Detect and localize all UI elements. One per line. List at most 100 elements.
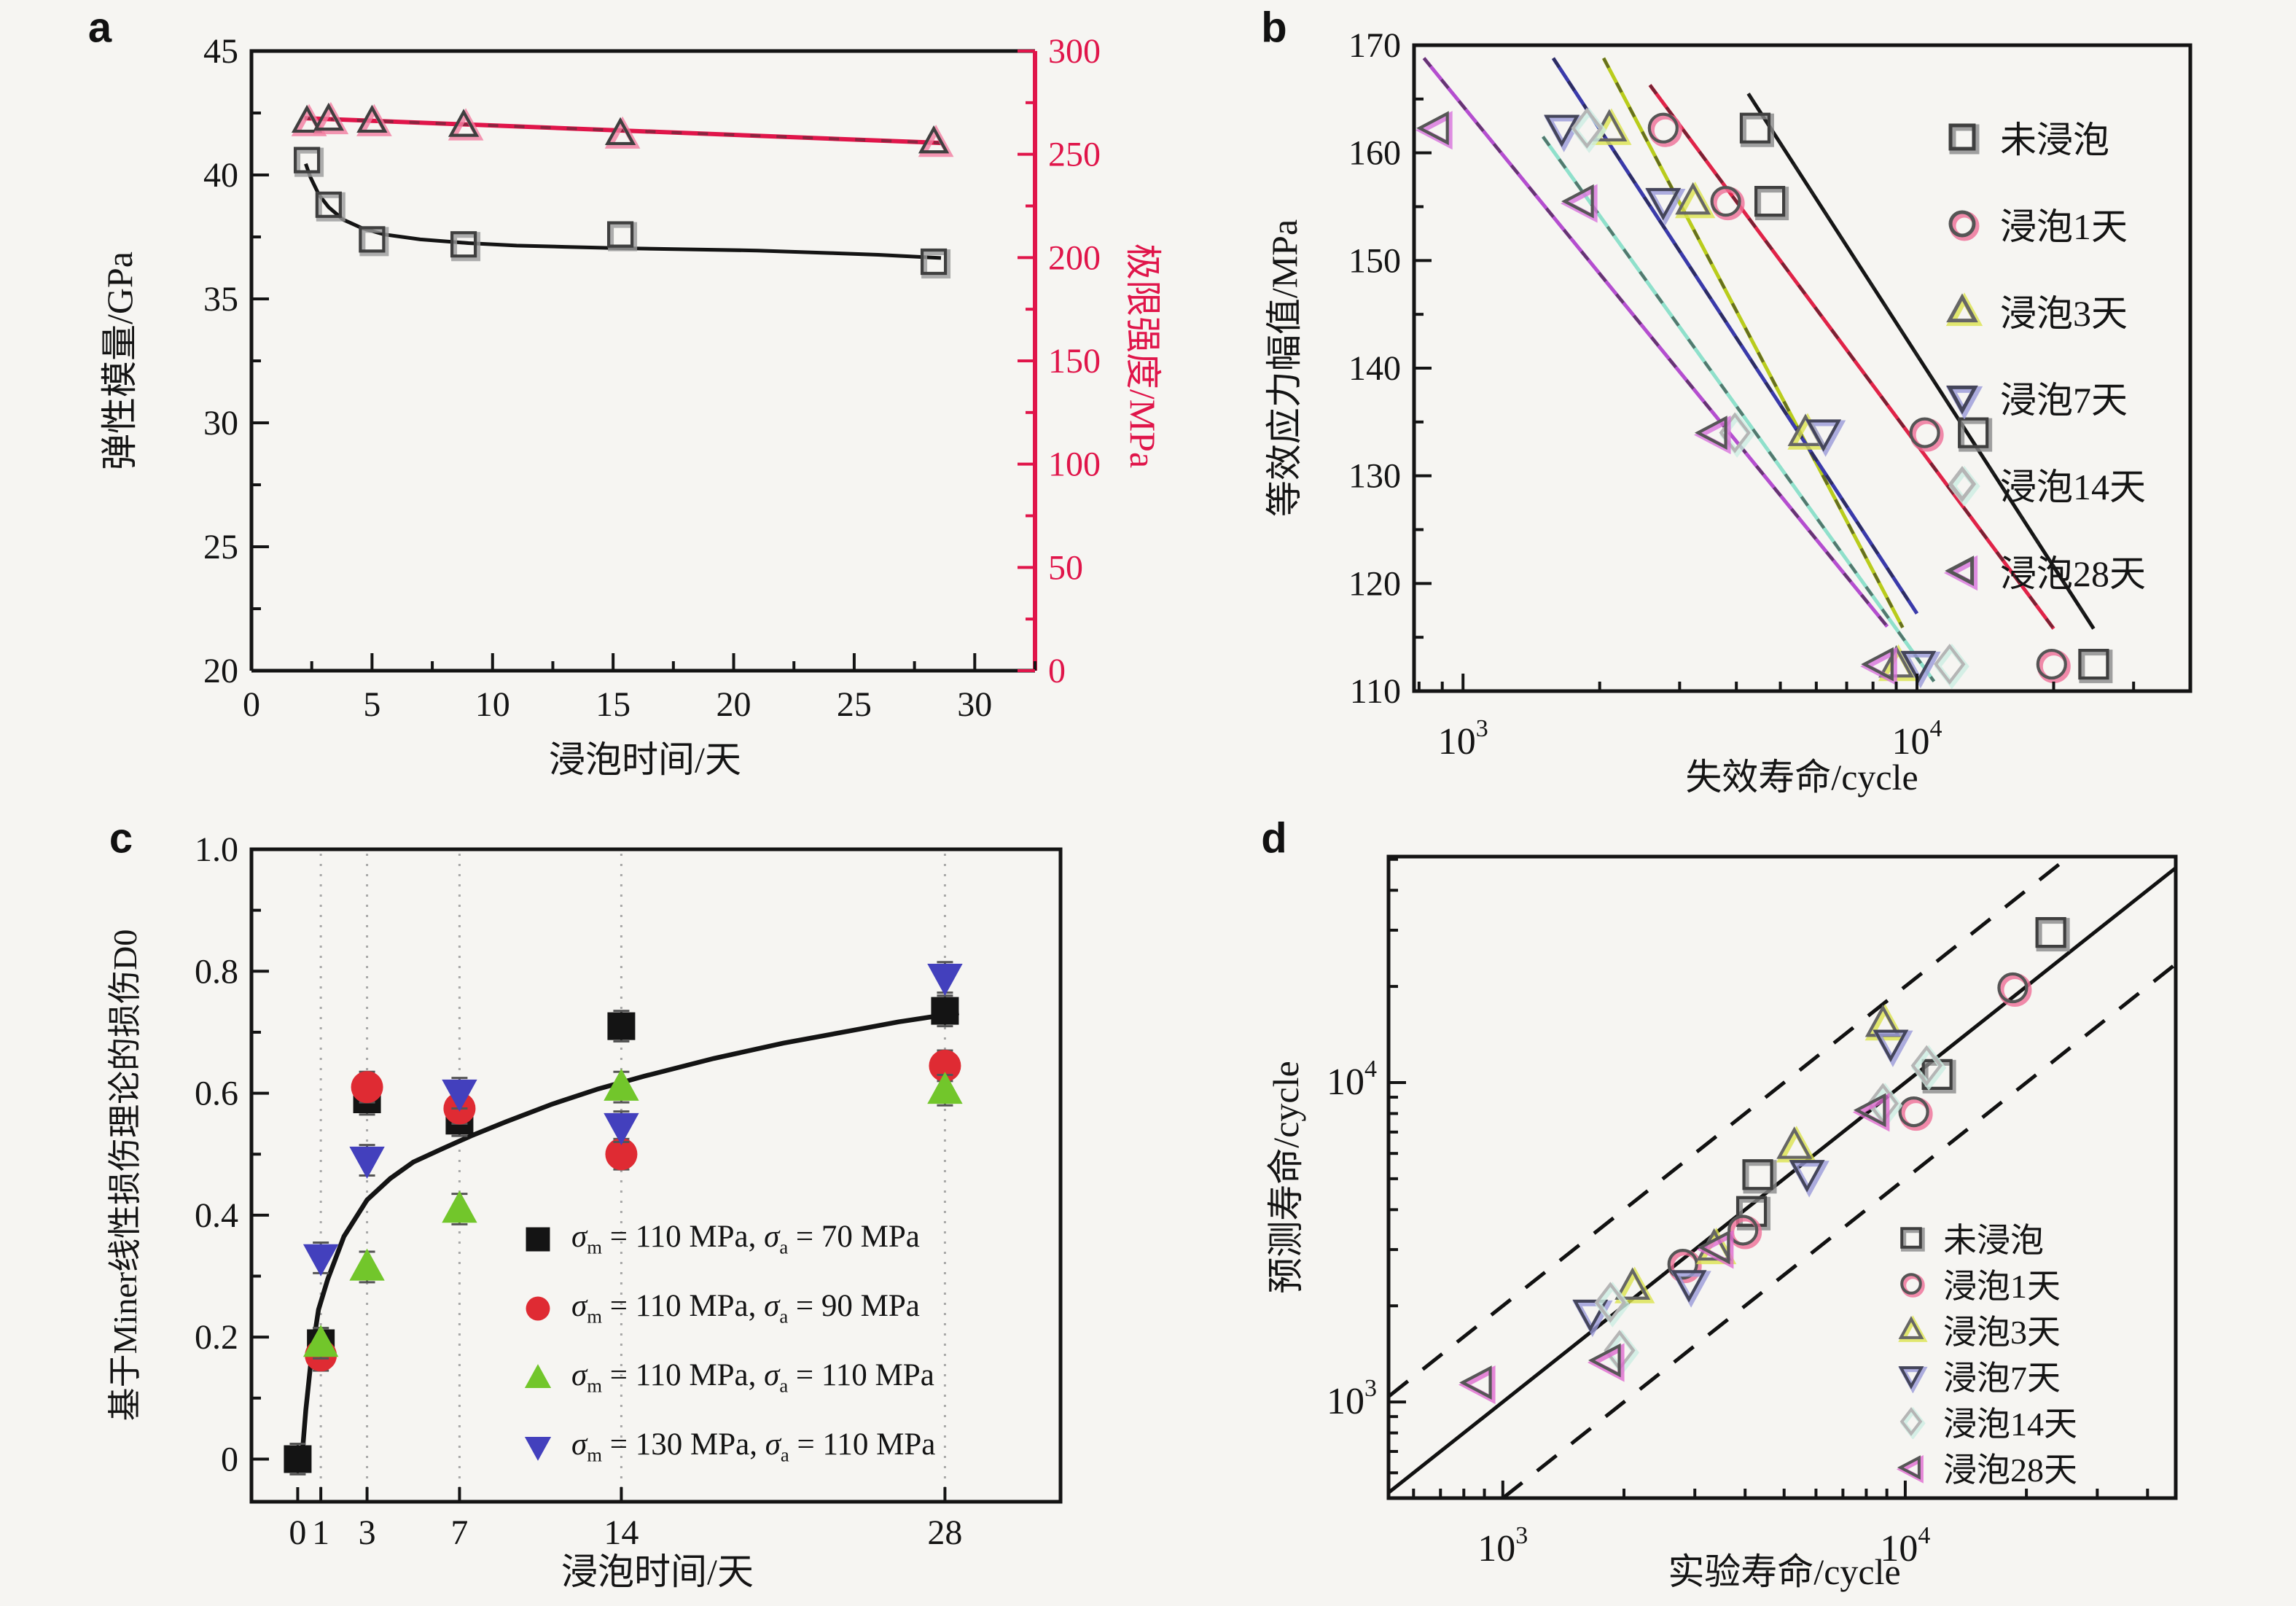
marker-triangle-left bbox=[1458, 1365, 1496, 1405]
marker-square bbox=[1742, 1159, 1777, 1194]
svg-text:103: 103 bbox=[1327, 1375, 1377, 1422]
marker-triangle-up bbox=[604, 1068, 639, 1101]
marker-square bbox=[1958, 417, 1993, 452]
marker-triangle-down bbox=[604, 1112, 639, 1145]
marker-triangle-up bbox=[291, 104, 327, 136]
panel-d-legend: 未浸泡 浸泡1天 浸泡3天 浸泡7天 浸泡14天 浸泡28天 bbox=[1894, 1215, 2077, 1490]
marker-square bbox=[606, 221, 638, 252]
legend-label: 浸泡3天 bbox=[2000, 292, 2128, 334]
marker-triangle-down bbox=[1645, 187, 1686, 226]
svg-text:110: 110 bbox=[1350, 672, 1401, 711]
svg-text:1: 1 bbox=[312, 1513, 329, 1552]
legend-item: σm = 110 MPa, σa = 110 MPa bbox=[519, 1343, 935, 1412]
svg-text:300: 300 bbox=[1048, 32, 1101, 71]
marker-triangle-up bbox=[302, 1325, 339, 1357]
marker-square bbox=[284, 1445, 312, 1473]
svg-text:7: 7 bbox=[450, 1513, 468, 1552]
marker-triangle-down bbox=[442, 1079, 477, 1112]
panel-c-xlabel: 浸泡时间/天 bbox=[561, 1551, 754, 1592]
panel-b-letter: b bbox=[1261, 4, 1287, 52]
panel-d-ylabel: 预测寿命/cycle bbox=[1265, 1061, 1306, 1294]
svg-text:45: 45 bbox=[203, 32, 238, 71]
svg-text:5: 5 bbox=[363, 685, 380, 724]
marker-circle bbox=[929, 1049, 961, 1082]
svg-text:103: 103 bbox=[1477, 1522, 1528, 1570]
legend-label: σm = 110 MPa, σa = 110 MPa bbox=[571, 1358, 934, 1397]
marker-circle bbox=[605, 1138, 638, 1171]
legend-item: 浸泡1天 bbox=[1894, 1260, 2077, 1306]
legend-marker-circle bbox=[1900, 1272, 1925, 1298]
svg-text:35: 35 bbox=[203, 280, 238, 319]
legend-label: 浸泡28天 bbox=[1943, 1451, 2077, 1489]
svg-text:250: 250 bbox=[1048, 136, 1101, 174]
panel-b-plot: 110 120 130 140 150 160 170 103 104 bbox=[1348, 26, 2192, 763]
svg-text:14: 14 bbox=[604, 1513, 639, 1552]
legend-label: 浸泡14天 bbox=[1943, 1405, 2077, 1443]
svg-text:104: 104 bbox=[1892, 715, 1942, 763]
marker-circle bbox=[1909, 417, 1944, 452]
marker-square bbox=[2035, 917, 2070, 952]
svg-text:20: 20 bbox=[203, 652, 238, 690]
marker-square bbox=[920, 248, 951, 278]
svg-text:25: 25 bbox=[203, 528, 238, 566]
legend-label: 浸泡3天 bbox=[1943, 1313, 2061, 1351]
marker-triangle-up bbox=[448, 108, 484, 141]
marker-square bbox=[1754, 186, 1789, 221]
legend-marker-triangle-left bbox=[1943, 555, 1978, 590]
legend-marker-square bbox=[526, 1227, 550, 1251]
svg-text:50: 50 bbox=[1048, 548, 1083, 587]
panel-d-xlabel: 实验寿命/cycle bbox=[1668, 1551, 1901, 1592]
marker-square bbox=[931, 997, 959, 1025]
legend-marker-diamond bbox=[1948, 465, 1980, 506]
panel-d-letter: d bbox=[1261, 814, 1287, 862]
panel-b-ylabel: 等效应力幅值/MPa bbox=[1264, 219, 1305, 518]
legend-marker-triangle-up bbox=[1945, 292, 1983, 326]
marker-square bbox=[450, 231, 481, 262]
legend-item: 未浸泡 bbox=[1940, 93, 2146, 180]
marker-square bbox=[1739, 112, 1774, 147]
marker-triangle-down bbox=[1900, 650, 1941, 689]
marker-circle bbox=[1727, 1215, 1762, 1250]
svg-text:0.4: 0.4 bbox=[195, 1196, 238, 1235]
marker-diamond bbox=[1594, 1282, 1631, 1328]
legend-label: 浸泡14天 bbox=[2000, 466, 2146, 507]
legend-label: σm = 110 MPa, σa = 70 MPa bbox=[571, 1220, 920, 1258]
marker-triangle-left bbox=[1560, 184, 1598, 223]
marker-circle bbox=[1647, 112, 1682, 147]
marker-triangle-up bbox=[442, 1190, 477, 1223]
marker-triangle-left bbox=[1860, 647, 1897, 686]
svg-text:0.8: 0.8 bbox=[195, 952, 238, 991]
svg-text:160: 160 bbox=[1348, 134, 1401, 173]
legend-label: 未浸泡 bbox=[2000, 119, 2109, 160]
svg-text:1.0: 1.0 bbox=[195, 830, 238, 869]
legend-marker-circle bbox=[1948, 210, 1980, 241]
panel-a-plot: 0 5 10 15 20 25 30 20 25 30 35 40 45 0 50 100 150 200 250 3… bbox=[203, 32, 1101, 724]
legend-item: 浸泡7天 bbox=[1940, 354, 2146, 440]
legend-item: 浸泡1天 bbox=[1940, 180, 2146, 267]
marker-diamond bbox=[1571, 107, 1607, 153]
svg-text:3: 3 bbox=[359, 1513, 376, 1552]
marker-diamond bbox=[1910, 1045, 1947, 1091]
marker-triangle-up bbox=[927, 1072, 963, 1104]
marker-triangle-up bbox=[356, 104, 392, 136]
svg-text:104: 104 bbox=[1327, 1056, 1377, 1103]
marker-triangle-down bbox=[927, 963, 963, 996]
legend-marker-triangle-left bbox=[1896, 1454, 1924, 1484]
panel-a-ylabel-right: 极限强度/MPa bbox=[1122, 243, 1163, 469]
svg-text:20: 20 bbox=[716, 685, 751, 724]
panel-b-legend: 未浸泡 浸泡1天 浸泡3天 浸泡7天 浸泡14天 浸泡28天 bbox=[1940, 93, 2146, 614]
legend-item: σm = 110 MPa, σa = 70 MPa bbox=[519, 1204, 935, 1274]
marker-triangle-down bbox=[1789, 1160, 1830, 1198]
legend-marker-square bbox=[1948, 123, 1980, 154]
marker-triangle-up bbox=[313, 101, 349, 135]
marker-diamond bbox=[1934, 643, 1969, 690]
legend-item: σm = 130 MPa, σa = 110 MPa bbox=[519, 1412, 935, 1481]
marker-triangle-up bbox=[1776, 1126, 1817, 1163]
legend-item: 浸泡14天 bbox=[1940, 440, 2146, 527]
legend-label: 浸泡7天 bbox=[2000, 379, 2128, 421]
marker-triangle-left bbox=[1587, 1343, 1625, 1382]
panel-d-plot: 103 104 103 104 bbox=[1327, 854, 2178, 1570]
